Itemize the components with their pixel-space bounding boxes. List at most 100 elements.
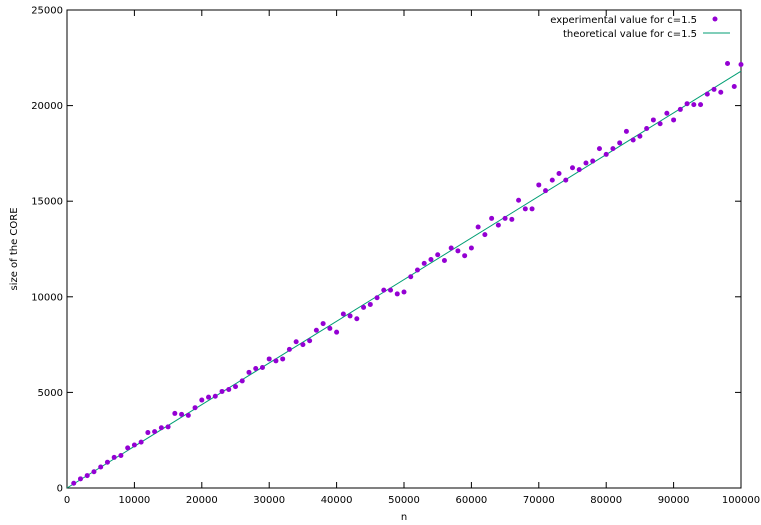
experimental-point [731,83,737,89]
x-axis-label: n [401,512,407,523]
experimental-point [388,287,394,293]
experimental-point [327,325,333,331]
experimental-point [468,245,474,251]
y-axis: 0 5000 10000 15000 20000 25000 [31,6,741,495]
experimental-point [91,469,97,475]
experimental-point [543,188,549,194]
legend: experimental value for c=1.5 theoretical… [550,15,730,40]
y-tick-label: 5000 [38,388,63,399]
legend-label-experimental: experimental value for c=1.5 [550,15,697,26]
experimental-point [293,339,299,345]
experimental-point [435,252,441,258]
legend-marker-experimental [712,16,718,22]
experimental-point [421,260,427,266]
legend-label-theoretical: theoretical value for c=1.5 [563,29,697,40]
experimental-point [522,206,528,212]
experimental-point [118,452,124,458]
theoretical-line [66,70,742,489]
experimental-point [334,329,340,335]
experimental-point [381,287,387,293]
experimental-point [428,257,434,263]
experimental-point [725,61,731,67]
x-tick-label: 0 [64,495,70,506]
x-tick-label: 40000 [321,495,353,506]
experimental-point [84,473,90,479]
experimental-point [266,356,272,362]
experimental-point [307,338,313,344]
experimental-point [596,146,602,152]
experimental-point [536,182,542,188]
experimental-point [637,133,643,139]
experimental-point [408,274,414,280]
experimental-point [576,167,582,173]
experimental-point [361,304,367,310]
x-tick-label: 60000 [455,495,487,506]
experimental-point [570,165,575,171]
experimental-point [138,439,144,445]
experimental-point [684,101,690,107]
x-tick-label: 30000 [253,495,285,506]
experimental-point [233,384,238,390]
experimental-point [489,215,495,221]
y-tick-label: 25000 [31,6,63,17]
experimental-point [664,110,670,116]
experimental-point [549,177,555,183]
experimental-point [482,232,488,238]
x-tick-label: 20000 [186,495,218,506]
experimental-point [145,430,151,436]
experimental-point [394,291,400,297]
experimental-point [286,346,292,352]
experimental-point [718,89,724,95]
experimental-point [610,146,616,152]
x-tick-label: 80000 [590,495,622,506]
experimental-point [583,160,589,166]
plot-frame [66,9,742,489]
experimental-point [590,158,596,164]
experimental-point [111,454,117,460]
y-tick-label: 20000 [31,101,63,112]
experimental-point [185,412,191,418]
experimental-point [199,397,205,403]
experimental-point [246,369,252,375]
experimental-point [226,387,232,393]
experimental-point [239,378,245,384]
experimental-point [172,410,178,416]
x-tick-label: 10000 [118,495,150,506]
x-axis: 0 10000 20000 30000 40000 50000 60000 70000 8000… [64,10,760,506]
experimental-point [657,121,663,127]
experimental-point [313,327,319,333]
experimental-point [630,137,636,143]
experimental-point [212,393,218,399]
experimental-point [374,295,380,301]
experimental-point [273,358,279,364]
experimental-point [179,411,185,417]
experimental-point [711,86,717,92]
experimental-point [98,464,104,470]
experimental-point [644,126,650,132]
experimental-point [691,102,697,108]
experimental-point [603,151,609,157]
experimental-point [259,365,265,371]
experimental-point [623,128,629,134]
experimental-point [509,216,515,222]
experimental-point [698,102,704,108]
theoretical-series [66,70,742,489]
experimental-point [414,267,420,273]
experimental-point [125,445,131,451]
experimental-point [206,394,212,400]
experimental-point [152,429,158,435]
experimental-point [677,106,683,112]
x-tick-label: 100000 [722,495,760,506]
experimental-point [556,170,562,176]
experimental-point [280,356,286,362]
experimental-point [448,245,454,251]
experimental-point [104,459,110,465]
experimental-point [650,117,656,123]
experimental-point [347,313,353,319]
experimental-series [71,61,744,486]
x-tick-label: 50000 [388,495,420,506]
experimental-point [563,177,569,183]
experimental-point [367,301,373,307]
experimental-point [671,117,677,123]
